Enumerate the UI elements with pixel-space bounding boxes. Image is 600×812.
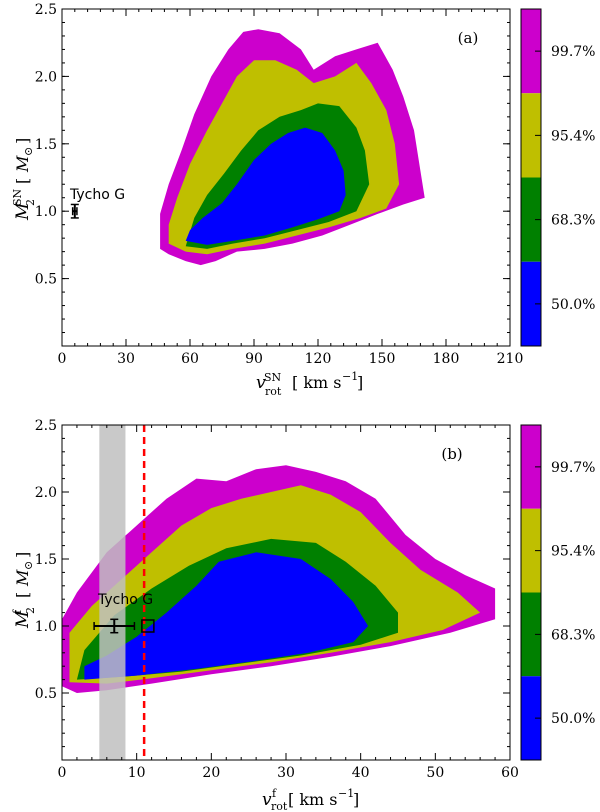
colorbar-label: 68.3% — [551, 213, 595, 229]
panel-b-marker-label: Tycho G — [97, 592, 153, 608]
panel-b-ticks: 0 10 20 30 40 50 60 0.5 1.0 1.5 2.0 2.5 — [35, 418, 519, 781]
svg-text:[ km s: [ km s — [292, 373, 342, 392]
panel-a-ylabel: M 2 SN [ M ⊙ ] — [11, 138, 37, 221]
y-tick-label: 0.5 — [35, 272, 57, 288]
colorbar-label: 99.7% — [551, 460, 595, 476]
colorbar-segment — [521, 592, 541, 677]
panel-a-marker-label: Tycho G — [69, 187, 125, 203]
svg-text:f: f — [272, 787, 277, 800]
svg-text:v: v — [256, 373, 266, 393]
svg-text:f: f — [11, 609, 24, 614]
colorbar-frame — [520, 424, 542, 761]
colorbar-segment — [521, 425, 541, 509]
x-tick-label: 10 — [128, 765, 146, 781]
x-tick-label: 90 — [245, 351, 263, 367]
panel-b-ylabel: M 2 f [ M ⊙ ] — [11, 552, 37, 629]
square-marker — [141, 619, 155, 633]
svg-text:rot: rot — [265, 385, 282, 398]
svg-text:SN: SN — [264, 371, 282, 384]
x-tick-label: 150 — [369, 351, 396, 367]
x-tick-label: 0 — [58, 351, 67, 367]
colorbar-label: 50.0% — [551, 297, 595, 313]
colorbar-segment — [521, 93, 541, 178]
svg-text:−1: −1 — [342, 370, 358, 383]
svg-text:M: M — [13, 155, 32, 173]
panel-a-ticks: 0 30 60 90 120 150 180 210 0.5 1.0 1.5 2.0 2.5 — [35, 2, 524, 367]
svg-text:v: v — [262, 790, 272, 810]
svg-text:]: ] — [13, 138, 32, 144]
svg-text:2: 2 — [24, 199, 37, 206]
x-tick-label: 120 — [305, 351, 332, 367]
y-tick-label: 2.0 — [35, 485, 57, 501]
y-tick-label: 1.5 — [35, 552, 57, 568]
x-tick-label: 30 — [117, 351, 135, 367]
svg-text:2: 2 — [24, 607, 37, 614]
y-tick-label: 1.0 — [35, 619, 57, 635]
panel-a-marker — [70, 203, 79, 219]
colorbar-segment — [521, 261, 541, 346]
svg-text:M: M — [13, 569, 32, 587]
panel-a-colorbar: 99.7% 95.4% 68.3% 50.0% — [520, 8, 595, 347]
svg-text:M: M — [13, 202, 33, 221]
y-tick-label: 2.5 — [35, 418, 57, 434]
panel-a-label: (a) — [458, 29, 479, 47]
panel-a-xlabel: v rot SN [ km s −1 ] — [256, 370, 363, 398]
y-tick-label: 2.5 — [35, 2, 57, 18]
region-50-0pct — [185, 127, 346, 245]
panel-a-frame — [61, 8, 511, 347]
colorbar-label: 68.3% — [551, 627, 595, 643]
svg-text:−1: −1 — [338, 787, 354, 800]
svg-text:⊙: ⊙ — [22, 147, 35, 156]
colorbar-segment — [521, 676, 541, 760]
colorbar-label: 95.4% — [551, 544, 595, 560]
panel-b-xlabel: v rot f [ km s −1 ] — [262, 787, 359, 812]
svg-text:]: ] — [353, 790, 359, 809]
svg-text:SN: SN — [11, 188, 24, 206]
colorbar-label: 50.0% — [551, 711, 595, 727]
y-tick-label: 2.0 — [35, 69, 57, 85]
colorbar-segment — [521, 508, 541, 593]
y-tick-label: 1.0 — [35, 204, 57, 220]
colorbar-label: 95.4% — [551, 128, 595, 144]
panel-b-regions — [62, 465, 496, 693]
panel-b-colorbar: 99.7% 95.4% 68.3% 50.0% — [520, 424, 595, 761]
x-tick-label: 40 — [352, 765, 370, 781]
x-tick-label: 180 — [433, 351, 460, 367]
x-tick-label: 210 — [497, 351, 524, 367]
x-tick-label: 30 — [277, 765, 295, 781]
colorbar-segment — [521, 9, 541, 94]
panel-a-regions — [160, 29, 425, 266]
svg-text:]: ] — [357, 373, 363, 392]
svg-text:M: M — [13, 610, 33, 629]
y-tick-label: 1.5 — [35, 137, 57, 153]
y-tick-label: 0.5 — [35, 686, 57, 702]
svg-text:]: ] — [13, 552, 32, 558]
svg-text:[ km s: [ km s — [288, 790, 338, 809]
panel-b-marker — [93, 618, 155, 634]
svg-text:rot: rot — [271, 800, 288, 812]
x-tick-label: 20 — [202, 765, 220, 781]
svg-text:[: [ — [13, 178, 32, 184]
svg-text:⊙: ⊙ — [22, 561, 35, 570]
panel-b: 0 10 20 30 40 50 60 0.5 1.0 1.5 2.0 2.5 (b) Tycho G… — [11, 418, 595, 812]
colorbar-segment — [521, 177, 541, 262]
colorbar-frame — [520, 8, 542, 347]
x-tick-label: 0 — [58, 765, 67, 781]
colorbar-label: 99.7% — [551, 44, 595, 60]
x-tick-label: 60 — [181, 351, 199, 367]
panel-a: 0 30 60 90 120 150 180 210 0.5 1.0 1.5 2.0 2.5 (a) T… — [11, 2, 595, 398]
x-tick-label: 50 — [426, 765, 444, 781]
x-tick-label: 60 — [501, 765, 519, 781]
region-50-0pct — [84, 552, 369, 680]
panel-b-label: (b) — [441, 445, 462, 463]
panel-b-shaded-band — [99, 425, 126, 760]
svg-text:[: [ — [13, 592, 32, 598]
